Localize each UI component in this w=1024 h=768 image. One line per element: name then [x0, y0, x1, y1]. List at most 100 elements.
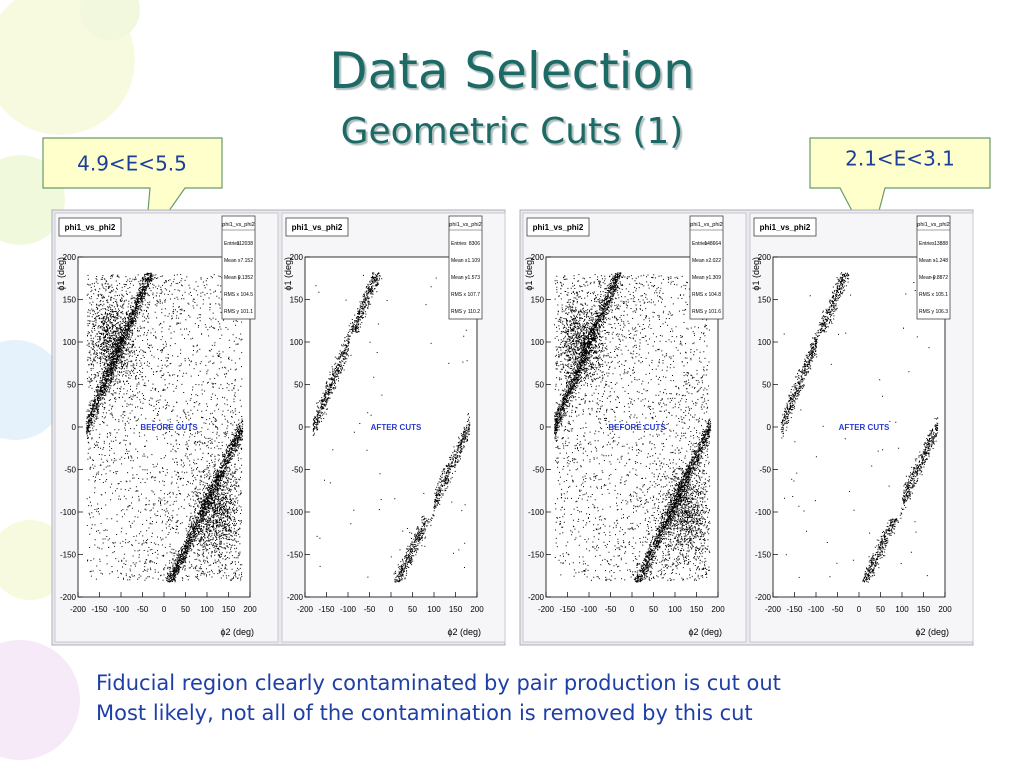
stats-name: Mean y [919, 275, 936, 281]
y-tick-label: 0 [299, 423, 304, 432]
y-tick-label: -100 [287, 508, 304, 517]
y-tick-label: 200 [531, 253, 545, 262]
x-tick-label: 0 [162, 605, 167, 614]
y-tick-label: -150 [528, 551, 545, 560]
x-tick-label: -150 [559, 605, 576, 614]
stats-value: 104.5 [240, 292, 253, 298]
plot-area [304, 256, 478, 598]
histogram-title: phi1_vs_phi2 [533, 223, 584, 232]
y-tick-label: -50 [532, 466, 544, 475]
stats-box [689, 215, 724, 320]
y-tick-label: 100 [758, 338, 772, 347]
plot-area [77, 256, 251, 598]
callout-text: 2.1<E<3.1 [845, 147, 955, 171]
stats-name: RMS y [919, 309, 935, 315]
stats-name: RMS y [451, 309, 467, 315]
x-tick-label: 200 [711, 605, 725, 614]
scatter-texture [85, 272, 244, 583]
stats-name: Entries [692, 241, 708, 247]
stats-value: 0.1352 [238, 275, 254, 281]
y-tick-label: 150 [758, 296, 772, 305]
y-axis-label: ϕ1 (deg) [283, 257, 293, 291]
body-text: Most likely, not all of the contaminatio… [96, 701, 753, 725]
stats-box [916, 215, 951, 320]
y-tick-label: 200 [758, 253, 772, 262]
histogram-title: phi1_vs_phi2 [292, 223, 343, 232]
x-axis-label: ϕ2 (deg) [220, 627, 254, 637]
y-tick-label: -100 [528, 508, 545, 517]
x-tick-label: -200 [765, 605, 782, 614]
y-axis-label: ϕ1 (deg) [751, 257, 761, 291]
x-tick-label: -100 [113, 605, 130, 614]
slide-title: Data Selection [329, 42, 695, 100]
stats-value: 112038 [237, 241, 254, 247]
y-tick-label: 150 [290, 296, 304, 305]
x-axis-label: ϕ2 (deg) [915, 627, 949, 637]
y-tick-label: -100 [755, 508, 772, 517]
stats-name: Mean x [919, 258, 936, 264]
x-tick-label: -100 [808, 605, 825, 614]
stats-title: phi1_vs_phi2 [917, 222, 949, 228]
title-box [753, 217, 817, 237]
x-tick-label: 0 [857, 605, 862, 614]
x-tick-label: 150 [690, 605, 704, 614]
cut-label: BEFORE CUTS [140, 423, 198, 432]
title-box [526, 217, 590, 237]
y-tick-label: 50 [294, 381, 303, 390]
y-tick-label: 0 [540, 423, 545, 432]
x-tick-label: 150 [222, 605, 236, 614]
stats-value: 110.2 [468, 309, 480, 315]
y-tick-label: -150 [755, 551, 772, 560]
x-tick-label: 150 [449, 605, 463, 614]
x-tick-label: -200 [70, 605, 87, 614]
stats-value: -1.309 [707, 275, 721, 281]
y-tick-label: -50 [64, 466, 76, 475]
stats-value: 1.109 [467, 258, 480, 264]
cut-label: AFTER CUTS [839, 423, 890, 432]
x-axis-label: ϕ2 (deg) [688, 627, 722, 637]
x-tick-label: 200 [470, 605, 484, 614]
stats-title: phi1_vs_phi2 [690, 222, 722, 228]
stats-title: phi1_vs_phi2 [449, 222, 481, 228]
histogram-title: phi1_vs_phi2 [760, 223, 811, 232]
x-tick-label: 100 [895, 605, 909, 614]
stats-name: Mean x [224, 258, 241, 264]
y-tick-label: -200 [528, 593, 545, 602]
stats-value: 8306 [469, 241, 480, 247]
y-axis-label: ϕ1 (deg) [56, 257, 66, 291]
y-tick-label: 50 [762, 381, 771, 390]
cut-label: AFTER CUTS [371, 423, 422, 432]
stats-value: -1.573 [466, 275, 480, 281]
histogram-title: phi1_vs_phi2 [65, 223, 116, 232]
y-tick-label: 150 [531, 296, 545, 305]
stats-box [448, 215, 483, 320]
x-tick-label: 200 [938, 605, 952, 614]
body-text: Fiducial region clearly contaminated by … [96, 671, 781, 695]
stats-name: Mean x [451, 258, 468, 264]
y-tick-label: 150 [63, 296, 77, 305]
y-tick-label: -200 [755, 593, 772, 602]
title-box [58, 217, 122, 237]
y-tick-label: -200 [287, 593, 304, 602]
stats-value: 2.022 [708, 258, 721, 264]
stats-value: 7.152 [240, 258, 253, 264]
stats-name: Mean y [692, 275, 709, 281]
x-tick-label: -200 [538, 605, 555, 614]
x-tick-label: 50 [408, 605, 417, 614]
x-tick-label: -100 [581, 605, 598, 614]
stats-name: Entries [451, 241, 467, 247]
y-tick-label: 50 [535, 381, 544, 390]
stats-value: -1.248 [934, 258, 948, 264]
callout-text: 4.9<E<5.5 [77, 152, 187, 176]
y-tick-label: 0 [767, 423, 772, 432]
stats-value: 148664 [704, 241, 721, 247]
stats-value: 13888 [934, 241, 948, 247]
x-axis-label: ϕ2 (deg) [447, 627, 481, 637]
stats-name: Mean x [692, 258, 709, 264]
